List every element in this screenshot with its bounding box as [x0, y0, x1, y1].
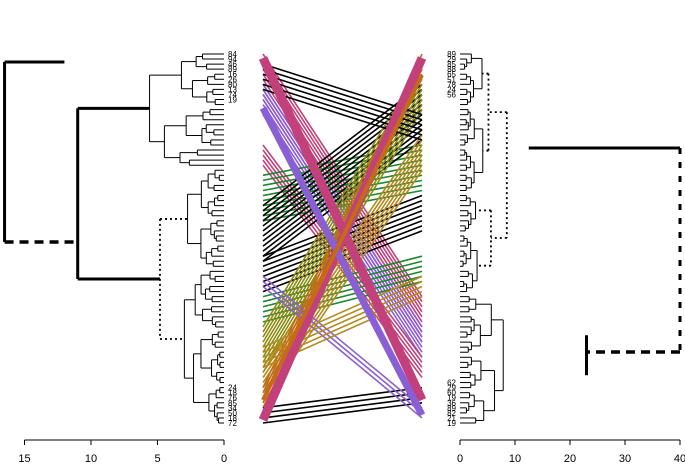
- left-leaf-label: 89: [228, 65, 237, 74]
- right-axis-tick-label: 30: [619, 453, 631, 465]
- left-leaf-label: 80: [228, 80, 237, 89]
- left-leaf-label: 46: [228, 60, 237, 69]
- right-axis-tick-label: 10: [509, 453, 521, 465]
- left-dendrogram: [3, 53, 224, 424]
- left-leaf-label: 19: [228, 95, 237, 104]
- left-axis-tick-label: 10: [85, 453, 97, 465]
- right-axis: 0 10 20 30 40: [457, 439, 685, 465]
- connector-line: [262, 280, 423, 353]
- connector-line: [262, 285, 423, 419]
- tangle-connectors: [258, 53, 427, 424]
- right-axis-tick-label: 40: [674, 453, 685, 465]
- right-leaf-label: 36: [447, 399, 456, 408]
- right-axis-tick-label: 0: [457, 453, 463, 465]
- connector-line: [262, 275, 423, 348]
- left-axis-tick-label: 15: [18, 453, 30, 465]
- left-leaf-label: 76: [228, 394, 237, 403]
- right-leaf-label: 29: [447, 384, 456, 393]
- left-leaf-label: 18: [228, 414, 237, 423]
- connector-line: [262, 63, 423, 116]
- right-dendrogram: [460, 53, 682, 424]
- connector-line: [262, 401, 423, 424]
- left-leaf-label: 72: [228, 419, 237, 428]
- left-leaf-label: 34: [228, 404, 237, 413]
- right-leaf-label: 24: [447, 85, 456, 94]
- connector-line: [262, 119, 423, 242]
- right-leaf-label: 19: [447, 394, 456, 403]
- connector-line: [262, 114, 423, 237]
- right-leaf-label: 65: [447, 70, 456, 79]
- right-leaf-label: 60: [447, 389, 456, 398]
- left-leaf-label: 50: [228, 409, 237, 418]
- connector-line: [262, 129, 423, 252]
- right-leaf-label: 19: [447, 419, 456, 428]
- connector-line: [262, 396, 423, 419]
- right-leaf-label: 89: [447, 404, 456, 413]
- connector-band: [259, 106, 426, 417]
- connector-line: [262, 275, 423, 409]
- left-leaf-label: 18: [228, 389, 237, 398]
- connector-line: [262, 83, 423, 207]
- right-leaf-label: 82: [447, 409, 456, 418]
- right-leaf-label: 21: [447, 414, 456, 423]
- right-leaf-label: 29: [447, 55, 456, 64]
- left-axis: 15 10 5 0: [18, 439, 227, 465]
- right-leaf-label: 51: [447, 75, 456, 84]
- connector-line: [262, 270, 423, 313]
- connector-line: [262, 275, 423, 318]
- left-axis-tick-label: 0: [221, 453, 227, 465]
- right-leaf-label: 85: [447, 60, 456, 69]
- connector-line: [262, 280, 423, 414]
- left-leaf-label: 16: [228, 70, 237, 79]
- right-axis-tick-label: 20: [564, 453, 576, 465]
- connector-line: [262, 391, 423, 414]
- right-leaf-label: 88: [447, 65, 456, 74]
- left-leaf-label: 85: [228, 399, 237, 408]
- left-leaf-label: 94: [228, 55, 237, 64]
- right-leaf-label: 62: [447, 379, 456, 388]
- left-leaf-label: 13: [228, 85, 237, 94]
- right-leaf-label: 89: [447, 50, 456, 59]
- left-leaf-label: 84: [228, 50, 237, 59]
- left-axis-tick-label: 5: [154, 453, 160, 465]
- connector-band: [261, 74, 424, 401]
- connector-line: [262, 134, 423, 368]
- left-leaf-label: 74: [228, 90, 237, 99]
- left-leaf-label: 26: [228, 75, 237, 84]
- connector-line: [262, 124, 423, 247]
- left-leaf-label: 24: [228, 384, 237, 393]
- right-leaf-label: 56: [447, 90, 456, 99]
- right-leaf-label: 78: [447, 80, 456, 89]
